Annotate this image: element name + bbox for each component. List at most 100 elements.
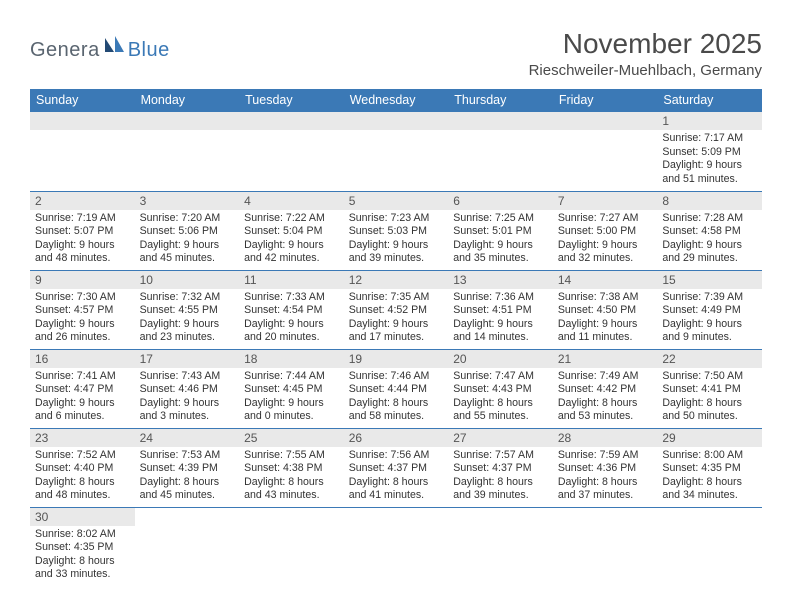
day-details: Sunrise: 7:35 AMSunset: 4:52 PMDaylight:… — [344, 289, 449, 348]
day-number: 18 — [239, 350, 344, 368]
daylight-text: and 23 minutes. — [140, 331, 235, 345]
day-cell: 30Sunrise: 8:02 AMSunset: 4:35 PMDayligh… — [30, 507, 135, 586]
calendar-body: 1Sunrise: 7:17 AMSunset: 5:09 PMDaylight… — [30, 112, 762, 586]
sunset-text: Sunset: 4:44 PM — [349, 383, 444, 397]
day-cell: 12Sunrise: 7:35 AMSunset: 4:52 PMDayligh… — [344, 270, 449, 349]
day-details: Sunrise: 7:39 AMSunset: 4:49 PMDaylight:… — [657, 289, 762, 348]
page: Genera Blue November 2025 Rieschweiler-M… — [0, 0, 792, 606]
day-cell: 18Sunrise: 7:44 AMSunset: 4:45 PMDayligh… — [239, 349, 344, 428]
daylight-text: and 29 minutes. — [662, 252, 757, 266]
day-cell: 9Sunrise: 7:30 AMSunset: 4:57 PMDaylight… — [30, 270, 135, 349]
sunrise-text: Sunrise: 7:57 AM — [453, 449, 548, 463]
day-number: 1 — [657, 112, 762, 130]
day-number: 25 — [239, 429, 344, 447]
daylight-text: Daylight: 9 hours — [140, 397, 235, 411]
sunrise-text: Sunrise: 7:53 AM — [140, 449, 235, 463]
day-details: Sunrise: 7:20 AMSunset: 5:06 PMDaylight:… — [135, 210, 240, 269]
daylight-text: Daylight: 9 hours — [140, 239, 235, 253]
sunset-text: Sunset: 4:49 PM — [662, 304, 757, 318]
day-details: Sunrise: 7:23 AMSunset: 5:03 PMDaylight:… — [344, 210, 449, 269]
daylight-text: Daylight: 9 hours — [453, 239, 548, 253]
sunset-text: Sunset: 4:55 PM — [140, 304, 235, 318]
daylight-text: Daylight: 8 hours — [662, 476, 757, 490]
sunrise-text: Sunrise: 7:32 AM — [140, 291, 235, 305]
day-cell: 8Sunrise: 7:28 AMSunset: 4:58 PMDaylight… — [657, 191, 762, 270]
sunrise-text: Sunrise: 7:19 AM — [35, 212, 130, 226]
dayhead-wed: Wednesday — [344, 89, 449, 112]
sunrise-text: Sunrise: 7:30 AM — [35, 291, 130, 305]
daylight-text: and 53 minutes. — [558, 410, 653, 424]
sunset-text: Sunset: 4:35 PM — [35, 541, 130, 555]
day-cell — [135, 112, 240, 191]
sunset-text: Sunset: 4:47 PM — [35, 383, 130, 397]
logo-text-general: Genera — [30, 39, 100, 62]
day-cell: 14Sunrise: 7:38 AMSunset: 4:50 PMDayligh… — [553, 270, 658, 349]
sunrise-text: Sunrise: 7:39 AM — [662, 291, 757, 305]
day-number: 24 — [135, 429, 240, 447]
daylight-text: and 26 minutes. — [35, 331, 130, 345]
daylight-text: Daylight: 9 hours — [558, 318, 653, 332]
day-details: Sunrise: 7:33 AMSunset: 4:54 PMDaylight:… — [239, 289, 344, 348]
day-cell — [344, 507, 449, 586]
daylight-text: Daylight: 8 hours — [140, 476, 235, 490]
daylight-text: Daylight: 9 hours — [453, 318, 548, 332]
day-number: 3 — [135, 192, 240, 210]
daylight-text: and 39 minutes. — [453, 489, 548, 503]
day-cell: 2Sunrise: 7:19 AMSunset: 5:07 PMDaylight… — [30, 191, 135, 270]
day-number: 11 — [239, 271, 344, 289]
day-number: 22 — [657, 350, 762, 368]
week-row: 23Sunrise: 7:52 AMSunset: 4:40 PMDayligh… — [30, 428, 762, 507]
day-cell: 25Sunrise: 7:55 AMSunset: 4:38 PMDayligh… — [239, 428, 344, 507]
sunrise-text: Sunrise: 7:20 AM — [140, 212, 235, 226]
day-number: 29 — [657, 429, 762, 447]
sunrise-text: Sunrise: 7:33 AM — [244, 291, 339, 305]
daylight-text: and 48 minutes. — [35, 489, 130, 503]
sunrise-text: Sunrise: 7:43 AM — [140, 370, 235, 384]
daylight-text: Daylight: 9 hours — [35, 397, 130, 411]
daylight-text: Daylight: 9 hours — [662, 318, 757, 332]
daylight-text: and 50 minutes. — [662, 410, 757, 424]
daylight-text: Daylight: 8 hours — [35, 476, 130, 490]
day-number: 8 — [657, 192, 762, 210]
day-number: 14 — [553, 271, 658, 289]
sunset-text: Sunset: 5:09 PM — [662, 146, 757, 160]
day-cell: 23Sunrise: 7:52 AMSunset: 4:40 PMDayligh… — [30, 428, 135, 507]
day-number: 28 — [553, 429, 658, 447]
day-details: Sunrise: 7:47 AMSunset: 4:43 PMDaylight:… — [448, 368, 553, 427]
daylight-text: and 0 minutes. — [244, 410, 339, 424]
sunrise-text: Sunrise: 7:55 AM — [244, 449, 339, 463]
day-details: Sunrise: 7:49 AMSunset: 4:42 PMDaylight:… — [553, 368, 658, 427]
daylight-text: and 17 minutes. — [349, 331, 444, 345]
day-cell: 26Sunrise: 7:56 AMSunset: 4:37 PMDayligh… — [344, 428, 449, 507]
daylight-text: and 43 minutes. — [244, 489, 339, 503]
sunset-text: Sunset: 5:07 PM — [35, 225, 130, 239]
sunrise-text: Sunrise: 7:50 AM — [662, 370, 757, 384]
day-number: 5 — [344, 192, 449, 210]
day-details: Sunrise: 7:25 AMSunset: 5:01 PMDaylight:… — [448, 210, 553, 269]
sunset-text: Sunset: 4:36 PM — [558, 462, 653, 476]
daynum-bar-empty — [344, 112, 449, 130]
daylight-text: Daylight: 8 hours — [349, 476, 444, 490]
sunrise-text: Sunrise: 7:22 AM — [244, 212, 339, 226]
daynum-bar-empty — [30, 112, 135, 130]
sail-icon — [103, 36, 125, 59]
day-cell — [239, 507, 344, 586]
week-row: 30Sunrise: 8:02 AMSunset: 4:35 PMDayligh… — [30, 507, 762, 586]
day-details: Sunrise: 7:50 AMSunset: 4:41 PMDaylight:… — [657, 368, 762, 427]
daynum-bar-empty — [553, 112, 658, 130]
sunrise-text: Sunrise: 7:46 AM — [349, 370, 444, 384]
sunset-text: Sunset: 4:38 PM — [244, 462, 339, 476]
day-cell — [344, 112, 449, 191]
day-number: 6 — [448, 192, 553, 210]
day-cell: 27Sunrise: 7:57 AMSunset: 4:37 PMDayligh… — [448, 428, 553, 507]
month-title: November 2025 — [529, 28, 762, 60]
day-cell — [30, 112, 135, 191]
calendar-table: Sunday Monday Tuesday Wednesday Thursday… — [30, 89, 762, 586]
sunrise-text: Sunrise: 8:00 AM — [662, 449, 757, 463]
daylight-text: Daylight: 9 hours — [35, 239, 130, 253]
day-cell: 28Sunrise: 7:59 AMSunset: 4:36 PMDayligh… — [553, 428, 658, 507]
day-number: 4 — [239, 192, 344, 210]
daylight-text: and 35 minutes. — [453, 252, 548, 266]
day-cell — [553, 112, 658, 191]
daylight-text: and 48 minutes. — [35, 252, 130, 266]
